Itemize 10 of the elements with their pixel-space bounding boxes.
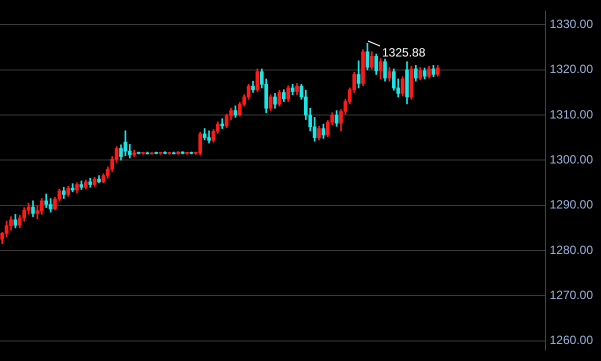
y-tick-label: 1260.00	[550, 333, 594, 348]
candlestick	[207, 130, 211, 144]
y-tick-label: 1330.00	[550, 17, 594, 32]
y-tick-label: 1280.00	[550, 242, 594, 257]
y-tick-label: 1290.00	[550, 198, 594, 212]
annotation: 1325.88	[382, 45, 426, 60]
y-tick-label: 1270.00	[550, 288, 594, 302]
y-tick-label: 1310.00	[550, 107, 594, 122]
y-tick-label: 1300.00	[550, 152, 594, 166]
y-tick-label: 1320.00	[550, 62, 594, 76]
